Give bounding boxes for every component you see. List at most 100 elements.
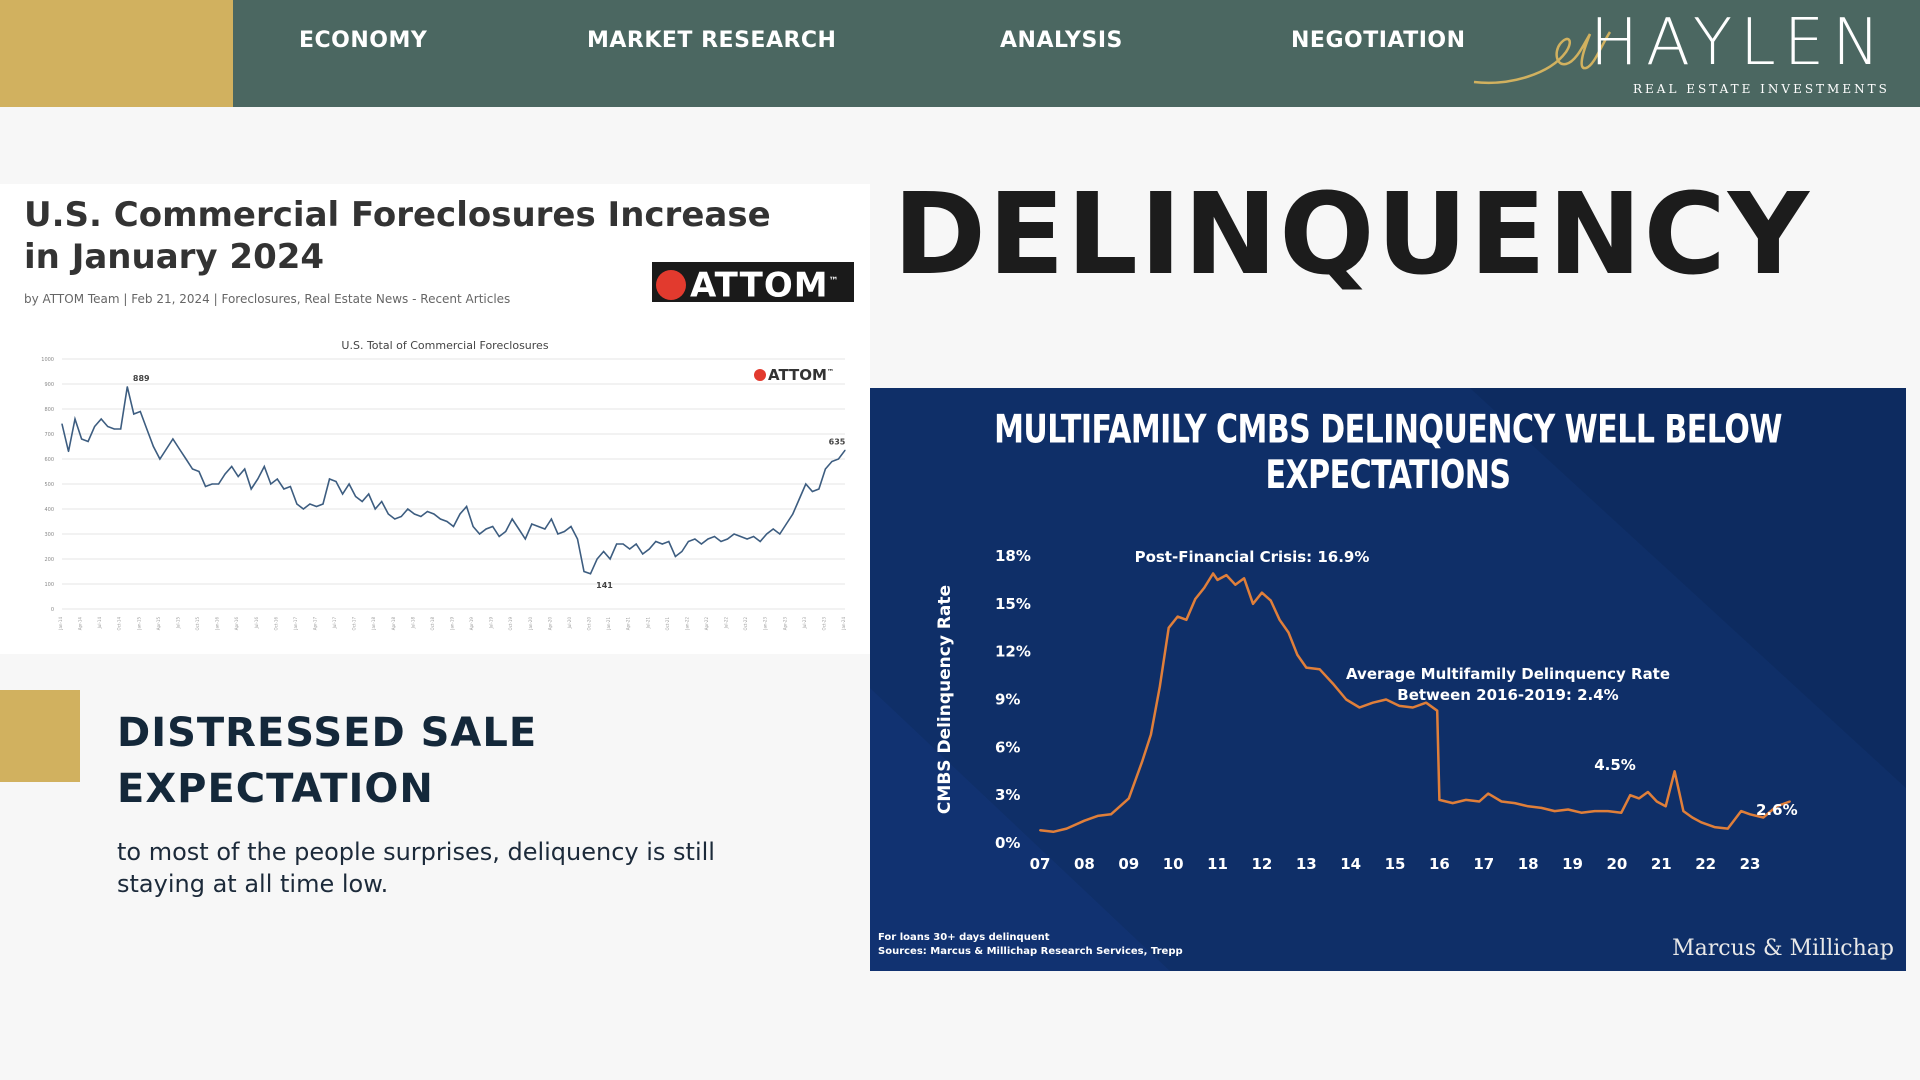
x-tick-label: Jan-20 xyxy=(528,617,533,631)
foreclosure-point xyxy=(746,538,748,540)
y-tick-label: 900 xyxy=(44,382,54,388)
foreclosure-point xyxy=(602,550,605,553)
y-tick-label: 12% xyxy=(995,643,1031,661)
cmbs-point xyxy=(1465,798,1467,801)
foreclosure-point xyxy=(583,570,585,573)
foreclosure-point xyxy=(465,505,468,508)
cmbs-point xyxy=(1358,706,1361,709)
cmbs-source: Sources: Marcus & Millichap Research Ser… xyxy=(878,946,1183,957)
cmbs-point xyxy=(1269,599,1272,602)
x-tick-label: Apr-23 xyxy=(782,617,787,631)
foreclosure-point xyxy=(550,518,552,520)
y-tick-label: 18% xyxy=(995,547,1031,565)
foreclosure-point xyxy=(798,498,800,500)
meta-separator: | xyxy=(213,292,222,306)
foreclosure-point xyxy=(270,483,272,485)
foreclosure-point xyxy=(446,520,448,523)
x-tick-label: Jan-15 xyxy=(136,617,141,631)
foreclosure-point xyxy=(204,485,207,488)
foreclosure-point xyxy=(818,488,820,490)
foreclosure-point xyxy=(80,438,83,440)
foreclosure-point xyxy=(172,438,174,440)
x-tick-label: 10 xyxy=(1163,855,1184,873)
foreclosure-point xyxy=(544,528,546,530)
foreclosure-point xyxy=(485,528,487,530)
foreclosure-point xyxy=(772,528,774,530)
foreclosure-point xyxy=(289,485,291,488)
foreclosure-point xyxy=(335,480,337,483)
foreclosure-point xyxy=(511,518,513,520)
foreclosure-point xyxy=(185,458,187,460)
y-tick-label: 500 xyxy=(44,482,54,488)
x-tick-label: 21 xyxy=(1651,855,1672,873)
y-tick-label: 0% xyxy=(995,834,1020,852)
foreclosure-point xyxy=(531,523,533,525)
nav-economy[interactable]: ECONOMY xyxy=(299,28,428,53)
x-tick-label: 08 xyxy=(1074,855,1095,873)
cmbs-point xyxy=(1436,709,1439,712)
foreclosure-point xyxy=(355,495,357,498)
foreclosure-point xyxy=(740,535,742,538)
foreclosure-point xyxy=(824,468,827,470)
point-label: 635 xyxy=(829,437,846,446)
cmbs-point xyxy=(1638,797,1641,800)
foreclosure-point xyxy=(785,523,787,525)
foreclosure-point xyxy=(139,410,141,413)
cmbs-point xyxy=(1740,810,1743,813)
cmbs-point xyxy=(1629,794,1632,797)
foreclosure-point xyxy=(622,543,624,545)
foreclosure-point xyxy=(387,513,389,515)
foreclosure-point xyxy=(687,540,690,543)
x-tick-label: Apr-14 xyxy=(78,617,83,631)
foreclosure-line-chart: U.S. Total of Commercial Foreclosures 0 10… xyxy=(41,339,846,631)
foreclosure-point xyxy=(394,518,396,520)
haylen-logo-subtitle: REAL ESTATE INVESTMENTS xyxy=(1633,82,1890,96)
x-tick-label: Jan-19 xyxy=(450,617,455,631)
x-tick-label: Oct-20 xyxy=(587,617,592,631)
x-tick-label: Jan-24 xyxy=(841,617,846,631)
haylen-logo[interactable]: HAYLEN xyxy=(1590,6,1888,80)
x-tick-label: Jul-14 xyxy=(97,617,102,630)
foreclosure-point xyxy=(374,508,376,510)
attom-chart-brand: ATTOM xyxy=(768,366,827,384)
foreclosure-point xyxy=(426,510,428,513)
x-tick-label: Jul-16 xyxy=(254,617,259,630)
cmbs-point xyxy=(1513,802,1516,805)
foreclosure-point xyxy=(635,543,637,545)
foreclosure-point xyxy=(700,543,703,545)
cmbs-point xyxy=(1749,813,1751,816)
x-tick-label: Jul-23 xyxy=(802,617,807,630)
x-tick-label: 17 xyxy=(1473,855,1494,873)
x-tick-label: 12 xyxy=(1251,855,1272,873)
nav-market-research[interactable]: MARKET RESEARCH xyxy=(587,28,837,53)
cmbs-point xyxy=(1065,827,1068,830)
foreclosure-point xyxy=(844,449,846,451)
y-tick-label: 700 xyxy=(44,432,54,438)
foreclosure-point xyxy=(133,413,135,415)
x-tick-label: Jul-17 xyxy=(332,617,337,630)
y-tick-label: 600 xyxy=(44,457,54,463)
nav-negotiation[interactable]: NEGOTIATION xyxy=(1291,28,1466,53)
foreclosure-point xyxy=(198,470,200,473)
foreclosure-point xyxy=(407,508,409,510)
foreclosure-point xyxy=(361,500,363,503)
foreclosure-point xyxy=(648,548,650,550)
x-tick-label: Oct-18 xyxy=(430,617,435,631)
x-tick-label: Oct-15 xyxy=(195,617,200,631)
x-tick-label: 09 xyxy=(1118,855,1139,873)
y-tick-label: 800 xyxy=(44,407,54,413)
cmbs-point xyxy=(1212,572,1215,575)
cmbs-point xyxy=(1567,808,1570,811)
x-tick-label: Jul-19 xyxy=(489,617,494,630)
x-tick-label: Apr-21 xyxy=(626,617,631,631)
foreclosure-point xyxy=(498,535,500,538)
cmbs-point xyxy=(1234,583,1237,586)
x-tick-label: Jan-18 xyxy=(371,617,376,631)
chart-annotation: 2.6% xyxy=(1756,801,1798,819)
foreclosure-point xyxy=(726,538,729,540)
foreclosure-point xyxy=(720,540,722,543)
foreclosure-point xyxy=(518,528,520,530)
foreclosure-point xyxy=(570,525,572,528)
nav-analysis[interactable]: ANALYSIS xyxy=(1000,28,1123,53)
x-tick-label: Oct-23 xyxy=(821,617,826,631)
